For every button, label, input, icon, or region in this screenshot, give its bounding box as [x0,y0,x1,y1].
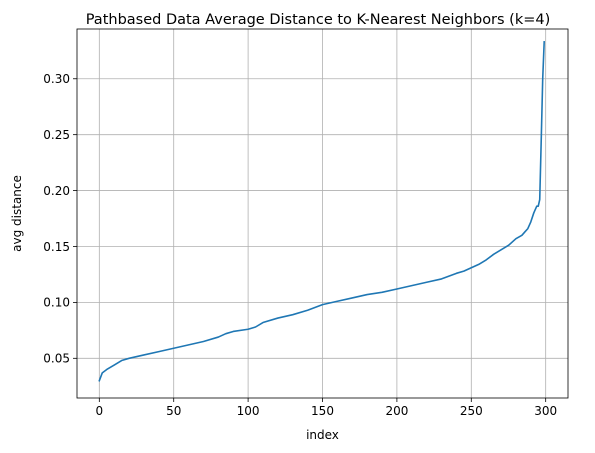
grid [77,29,568,398]
y-tick-label: 0.25 [43,128,70,142]
y-tick-label: 0.05 [43,352,70,366]
chart-title: Pathbased Data Average Distance to K-Nea… [86,12,551,28]
y-axis-label: avg distance [10,175,24,252]
y-axis: 0.05 0.10 0.15 0.20 0.25 0.30 [43,72,77,366]
x-axis-label: index [306,428,339,442]
x-axis: 0 50 100 150 200 250 300 [95,398,557,418]
x-tick-label: 250 [460,404,483,418]
x-tick-label: 300 [534,404,557,418]
y-tick-label: 0.10 [43,296,70,310]
series-layer [98,41,546,382]
x-tick-label: 100 [237,404,260,418]
x-tick-label: 150 [311,404,334,418]
x-tick-label: 50 [166,404,181,418]
x-tick-label: 0 [95,404,103,418]
series-line [98,41,546,382]
y-tick-label: 0.20 [43,184,70,198]
x-tick-label: 200 [385,404,408,418]
y-tick-label: 0.30 [43,72,70,86]
y-tick-label: 0.15 [43,240,70,254]
